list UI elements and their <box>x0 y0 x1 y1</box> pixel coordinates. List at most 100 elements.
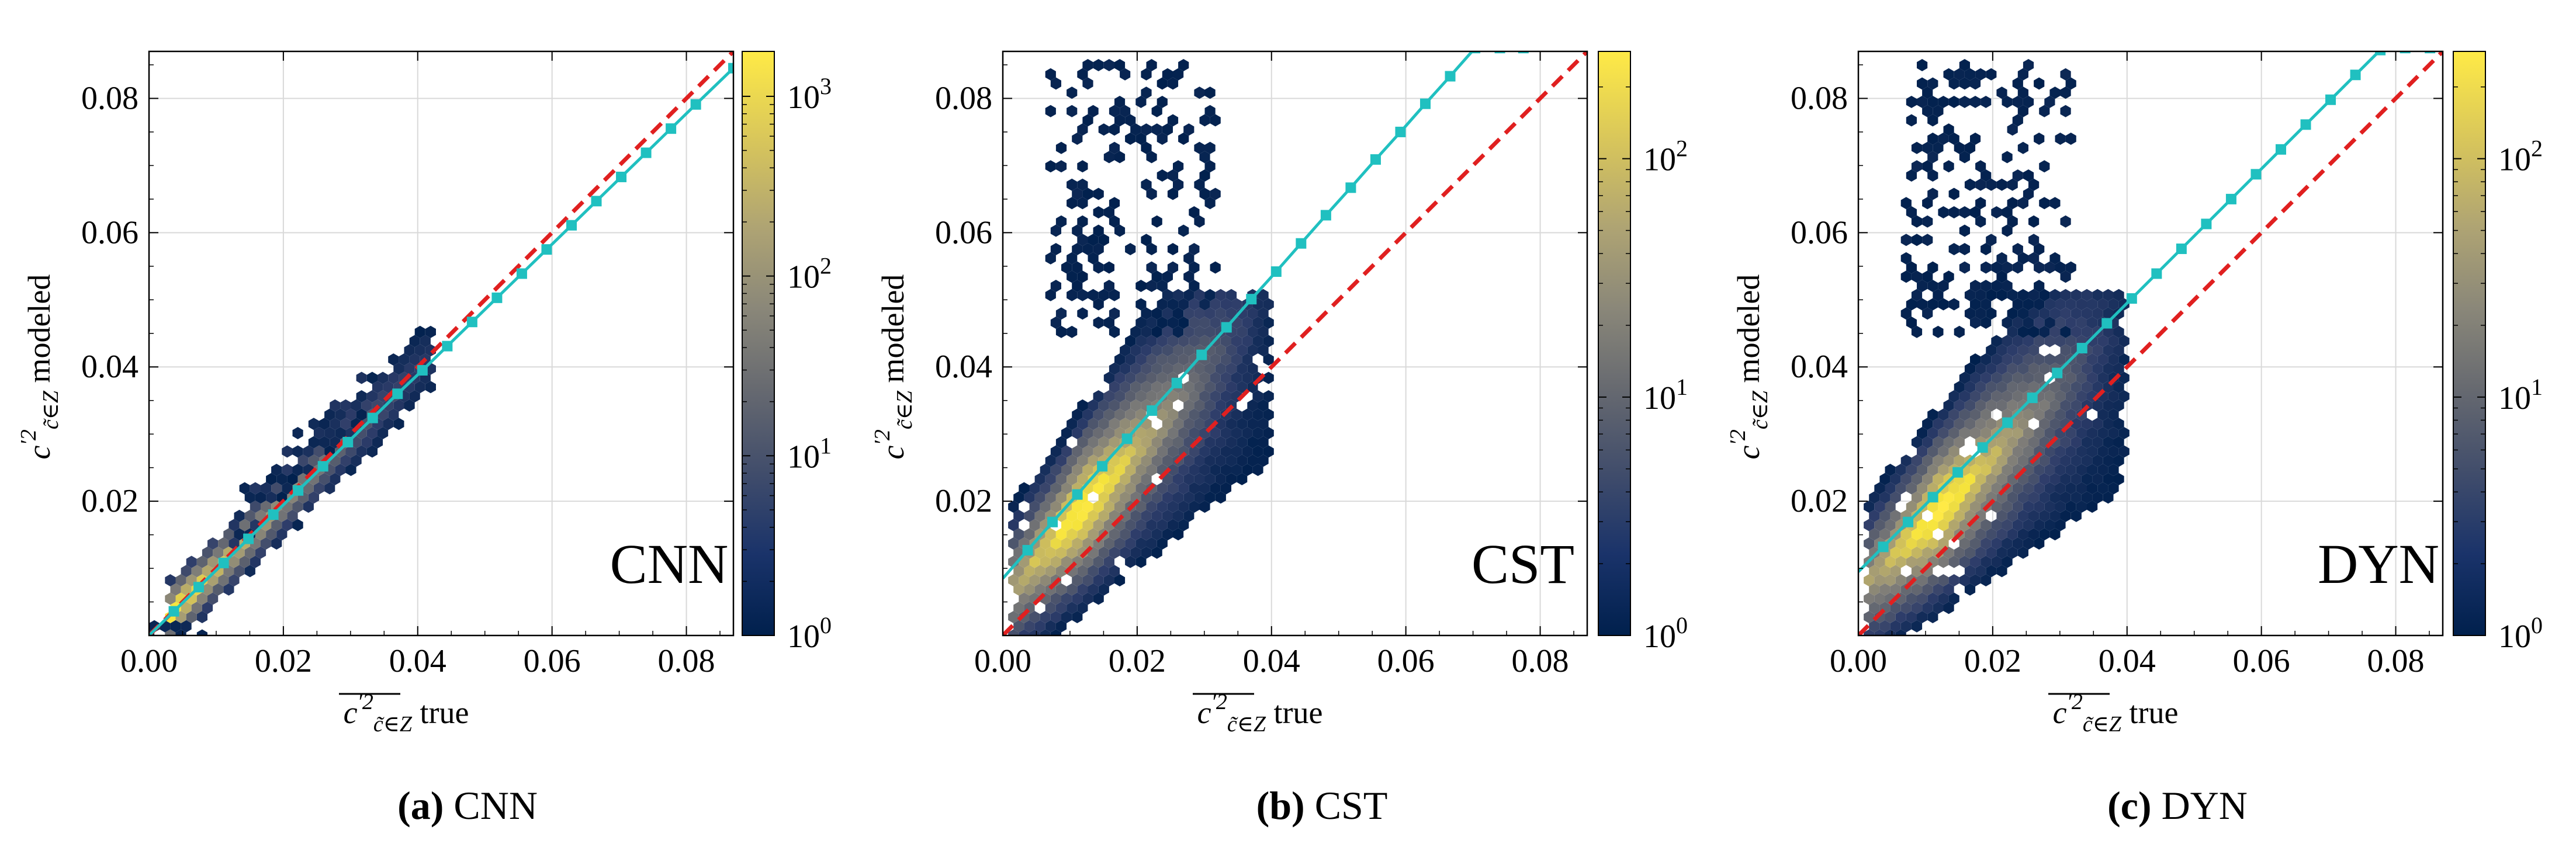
caption-b: (b) CST <box>1030 783 1614 829</box>
hexbin-cell <box>1906 96 1917 108</box>
hexbin-cell <box>1231 445 1242 458</box>
hexbin-cell <box>186 611 197 623</box>
hexbin-cell <box>2017 252 2028 265</box>
hexbin-cell <box>2002 427 2013 439</box>
hexbin-cell <box>1088 289 1099 301</box>
hexbin-cell <box>1189 445 1200 458</box>
y-tick-label: 0.04 <box>81 349 139 385</box>
hexbin-cell <box>1922 160 1933 173</box>
hexbin-cell <box>1938 445 1949 458</box>
hexbin-cell <box>1061 482 1072 495</box>
hexbin-cell <box>1067 289 1078 301</box>
hexbin-cell <box>2034 371 2045 384</box>
hexbin-cell <box>1981 427 1992 439</box>
hexbin-cell <box>1077 160 1088 173</box>
hexbin-cell <box>1922 141 1933 154</box>
hexbin-cell <box>1135 537 1147 550</box>
hexbin-cell <box>1194 178 1205 191</box>
hexbin-cell <box>1991 555 2002 568</box>
panel-b: 0.00 0.02 0.04 0.06 0.080.020.040.060.08CSTc… <box>870 50 1688 737</box>
hexbin-cell <box>1885 574 1896 586</box>
hexbin-cell <box>361 436 372 449</box>
hexbin-cell <box>2023 335 2034 348</box>
hexbin-cell <box>1922 105 1933 117</box>
hexbin-cell <box>2044 427 2055 439</box>
colorbar-tick-base: 10 <box>787 439 820 475</box>
colorbar-tick-label: 102 <box>2498 136 2543 178</box>
hexbin-cell <box>1120 362 1131 375</box>
hexbin-cell <box>1938 280 1949 292</box>
hexbin-cell <box>2081 473 2093 485</box>
hexbin-cell <box>1225 436 1237 449</box>
colorbar-tick-base: 10 <box>787 259 820 296</box>
hexbin-cell <box>1917 77 1928 90</box>
colorbar-tick-label: 101 <box>1643 374 1688 416</box>
hexbin-cell <box>1911 436 1923 449</box>
hexbin-cell <box>1938 427 1949 439</box>
hexbin-cell <box>2076 501 2087 513</box>
hexbin-cell <box>2092 491 2103 504</box>
hexbin-cell <box>1991 371 2002 384</box>
hexbin-cell <box>1204 105 1216 117</box>
hexbin-cell <box>1125 371 1136 384</box>
fit-marker <box>541 244 552 255</box>
hexbin-cell <box>1093 408 1104 421</box>
hexbin-cell <box>1189 427 1200 439</box>
hexbin-cell <box>2087 445 2098 458</box>
hexbin-cell <box>1252 390 1263 402</box>
hexbin-cell <box>1970 537 1981 550</box>
hexbin-cell <box>345 464 356 476</box>
hexbin-cell <box>1885 629 1896 635</box>
hexbin-cell <box>1077 289 1088 301</box>
hexbin-cell <box>234 509 245 522</box>
x-axis-label: c′2c̃∈Z true <box>1197 690 1323 737</box>
hexbin-cell <box>1964 68 1976 81</box>
hexbin-cell <box>292 464 303 476</box>
hexbin-cell <box>1948 592 1959 605</box>
hexbin-cell <box>1040 501 1051 513</box>
caption-letter-a: (a) <box>397 783 444 828</box>
fit-marker <box>1171 377 1182 388</box>
ticks-b: 0.00 0.02 0.04 0.06 0.080.020.040.060.08 <box>935 51 1587 679</box>
hexbin-cell <box>1141 325 1152 338</box>
colorbar-gradient <box>742 51 775 636</box>
hexbin-cell <box>340 399 351 412</box>
hexbin-cell <box>1890 602 1901 614</box>
hexbin-cell <box>2071 509 2082 522</box>
hexbin-cell <box>1141 362 1152 375</box>
hexbin-cell <box>239 482 250 495</box>
y-axis-label-suffix: modeled <box>22 275 57 391</box>
hexbin-cell <box>1183 123 1194 136</box>
hexbin-cell <box>1135 335 1147 348</box>
hexbin-cell <box>1263 353 1274 366</box>
hexbin-cell <box>1098 436 1109 449</box>
fit-marker <box>1221 322 1232 333</box>
hexbin-cell <box>1157 482 1168 495</box>
hexbin-cell <box>308 454 319 467</box>
hexbin-cell <box>1879 509 1891 522</box>
hexbin-cell <box>1996 491 2007 504</box>
hexbin-cell <box>393 399 404 412</box>
hexbin-cell <box>1109 399 1120 412</box>
hexbin-cell <box>1178 519 1189 532</box>
hexbin-cell <box>2002 96 2013 108</box>
hexbin-cell <box>2034 519 2045 532</box>
hexbin-cell <box>1055 528 1067 541</box>
hexbin-cell <box>1981 408 1992 421</box>
hexbin-cell <box>1055 491 1067 504</box>
hexbin-cell <box>1050 501 1061 513</box>
hexbin-cell <box>2017 197 2028 210</box>
hexbin-cell <box>2118 353 2130 366</box>
hexbin-cell <box>2076 390 2087 402</box>
colorbar-tick-base: 10 <box>2498 142 2531 178</box>
hexbin-cell <box>1135 133 1147 145</box>
hexbin-cell <box>2039 399 2050 412</box>
hexbin-cell <box>1263 445 1274 458</box>
hexbin-cell <box>1964 583 1976 596</box>
hexbin-cell <box>1922 418 1933 430</box>
hexbin-cell <box>1183 509 1194 522</box>
hexbin-cell <box>420 335 431 348</box>
hexbin-cell <box>1151 307 1162 320</box>
hexbin-cell <box>1194 141 1205 154</box>
hexbin-cell <box>1173 509 1184 522</box>
